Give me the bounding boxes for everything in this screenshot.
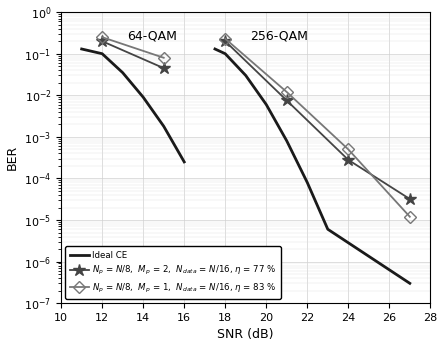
Y-axis label: BER: BER bbox=[6, 145, 19, 170]
Text: 256-QAM: 256-QAM bbox=[250, 30, 308, 43]
X-axis label: SNR (dB): SNR (dB) bbox=[218, 329, 274, 341]
Text: 64-QAM: 64-QAM bbox=[127, 30, 177, 43]
Legend: Ideal CE, $N_p$ = $N$/8,  $M_p$ = 2,  $N_{data}$ = $N$/16, $\eta$ = 77 %, $N_p$ : Ideal CE, $N_p$ = $N$/8, $M_p$ = 2, $N_{… bbox=[66, 246, 281, 299]
